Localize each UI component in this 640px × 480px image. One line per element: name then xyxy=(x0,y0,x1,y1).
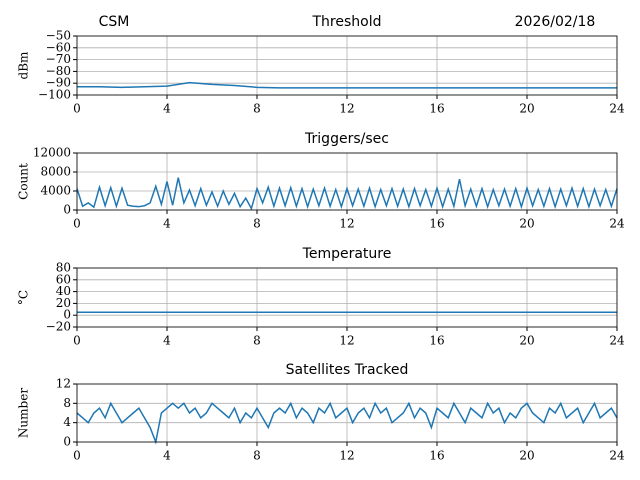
x-tick-label: 20 xyxy=(519,217,534,231)
y-axis-label: °C xyxy=(17,290,31,305)
x-tick-label: 4 xyxy=(163,449,171,463)
y-tick-label: 8000 xyxy=(40,165,71,179)
y-tick-label: 12000 xyxy=(33,146,71,160)
y-tick-label: 4000 xyxy=(40,184,71,198)
x-tick-label: 12 xyxy=(339,334,354,348)
x-tick-label: 0 xyxy=(73,449,81,463)
y-tick-label: −70 xyxy=(46,52,71,66)
chart-title: Temperature xyxy=(302,246,392,262)
x-tick-label: 4 xyxy=(163,334,171,348)
y-tick-label: 4 xyxy=(63,415,71,429)
y-tick-label: 80 xyxy=(56,261,71,275)
y-tick-label: −80 xyxy=(46,64,71,78)
y-tick-label: 60 xyxy=(56,272,71,286)
y-tick-label: 12 xyxy=(56,377,71,391)
y-tick-label: −60 xyxy=(46,40,71,54)
y-axis-label: Number xyxy=(17,388,31,438)
y-axis-label: dBm xyxy=(17,51,31,80)
csm-label: CSM xyxy=(99,14,130,30)
axes-frame xyxy=(76,152,618,211)
y-tick-label: 40 xyxy=(56,284,71,298)
y-tick-label: −90 xyxy=(46,76,71,90)
x-tick-label: 16 xyxy=(429,217,444,231)
x-tick-label: 8 xyxy=(253,334,261,348)
x-tick-label: 0 xyxy=(73,102,81,116)
y-tick-label: −50 xyxy=(46,29,71,43)
date-label: 2026/02/18 xyxy=(515,14,596,30)
y-tick-label: −100 xyxy=(38,88,71,102)
axes-frame xyxy=(76,35,618,96)
x-tick-label: 12 xyxy=(339,449,354,463)
x-tick-label: 12 xyxy=(339,217,354,231)
x-tick-label: 24 xyxy=(609,102,625,116)
axes-frame xyxy=(76,267,618,328)
y-tick-label: 0 xyxy=(63,203,71,217)
x-tick-label: 0 xyxy=(73,334,81,348)
axes-frame xyxy=(76,383,618,443)
x-tick-label: 16 xyxy=(429,102,444,116)
data-line xyxy=(76,401,618,445)
data-line xyxy=(77,81,617,89)
y-tick-label: 20 xyxy=(56,296,71,310)
x-tick-label: 16 xyxy=(429,334,444,348)
chart-title: Threshold xyxy=(312,14,382,30)
x-tick-label: 8 xyxy=(253,102,261,116)
x-tick-label: 8 xyxy=(253,217,261,231)
x-tick-label: 24 xyxy=(609,449,625,463)
x-tick-label: 8 xyxy=(253,449,261,463)
x-tick-label: 4 xyxy=(163,217,171,231)
x-tick-label: 20 xyxy=(519,102,534,116)
chart-title: Satellites Tracked xyxy=(286,362,409,378)
y-tick-label: 8 xyxy=(63,396,71,410)
y-tick-label: 0 xyxy=(63,308,71,322)
y-tick-label: −20 xyxy=(46,320,71,334)
chart-title: Triggers/sec xyxy=(304,131,389,147)
y-tick-label: 0 xyxy=(63,435,71,449)
data-line xyxy=(76,177,618,211)
y-axis-label: Count xyxy=(17,163,31,200)
x-tick-label: 12 xyxy=(339,102,354,116)
x-tick-label: 24 xyxy=(609,334,625,348)
x-tick-label: 16 xyxy=(429,449,444,463)
x-tick-label: 20 xyxy=(519,334,534,348)
x-tick-label: 0 xyxy=(73,217,81,231)
x-tick-label: 4 xyxy=(163,102,171,116)
x-tick-label: 20 xyxy=(519,449,534,463)
x-tick-label: 24 xyxy=(609,217,625,231)
